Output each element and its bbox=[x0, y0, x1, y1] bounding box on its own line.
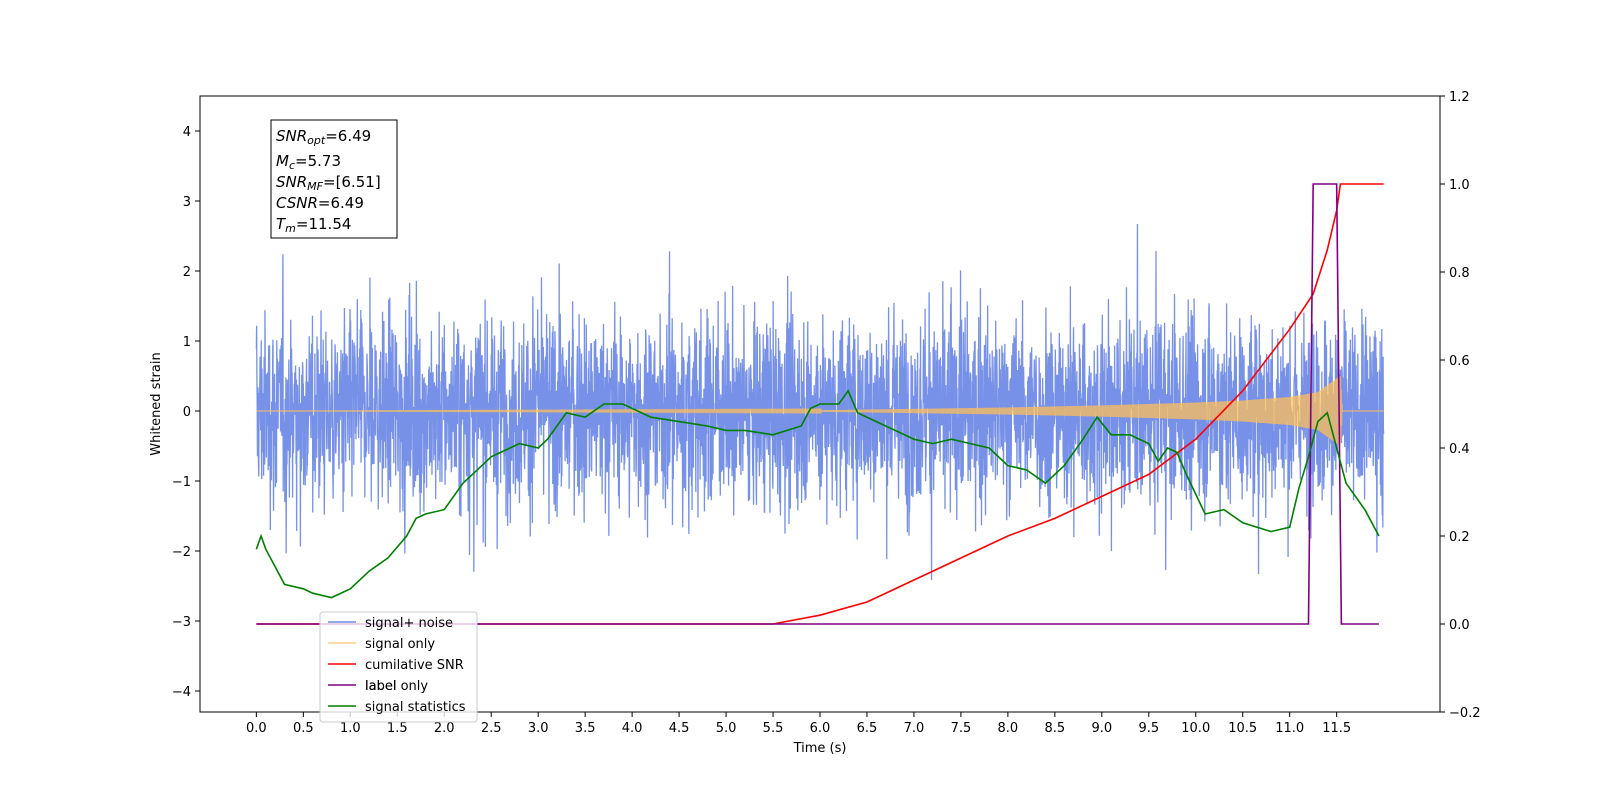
annotation-value: =[6.51] bbox=[323, 173, 381, 191]
legend-items: signal+ noise signal only cumilative SNR la… bbox=[328, 616, 466, 715]
y-tick-label: −2 bbox=[172, 545, 191, 560]
annotation-tm: Tm=11.54 bbox=[276, 215, 351, 235]
y-axis-label: Whitened strain bbox=[149, 352, 164, 455]
axes: 0.0 0.5 1.0 1.5 2.0 2.5 3.0 3.5 4.0 4.5 5.0 5.5 6.0 6… bbox=[172, 90, 1481, 736]
annotation-mc: Mc=5.73 bbox=[276, 152, 341, 172]
x-tick-label: 8.0 bbox=[998, 721, 1019, 736]
y2-tick-label: 1.2 bbox=[1449, 90, 1470, 105]
series-label bbox=[256, 183, 1379, 625]
x-tick-label: 10.0 bbox=[1181, 721, 1210, 736]
series-signal-statistics bbox=[255, 389, 1380, 599]
x-tick-label: 11.5 bbox=[1322, 721, 1351, 736]
annotation-csnr: CSNR=6.49 bbox=[276, 194, 364, 212]
x-axis-label: Time (s) bbox=[793, 741, 847, 756]
y-tick-label: 1 bbox=[183, 335, 191, 350]
x-tick-label: 4.5 bbox=[669, 721, 690, 736]
series-signal-noise bbox=[255, 224, 1385, 581]
y-tick-label: −1 bbox=[172, 475, 191, 490]
y2-tick-label: 1.0 bbox=[1449, 178, 1470, 193]
x-tick-label: 3.0 bbox=[528, 721, 549, 736]
annotation-sub: opt bbox=[307, 134, 326, 147]
annotation-snr-mf: SNRMF=[6.51] bbox=[276, 173, 381, 193]
y2-tick-label: 0.0 bbox=[1449, 618, 1470, 633]
y-tick-label: 4 bbox=[183, 125, 191, 140]
x-tick-label: 6.5 bbox=[857, 721, 878, 736]
annotation-sub: MF bbox=[307, 180, 323, 193]
x-tick-label: 2.0 bbox=[434, 721, 455, 736]
annotation-sub: m bbox=[285, 222, 296, 235]
x-tick-label: 1.0 bbox=[340, 721, 361, 736]
annotation-value: =5.73 bbox=[295, 152, 341, 170]
y-tick-label: −3 bbox=[172, 615, 191, 630]
annotation-box: SNRopt=6.49 Mc=5.73 SNRMF=[6.51] CSNR=6.… bbox=[270, 119, 398, 239]
legend: label only signal+ noise signal only cumil… bbox=[319, 611, 478, 723]
series-signal-only bbox=[256, 376, 1384, 446]
x-tick-label: 0.5 bbox=[293, 721, 314, 736]
annotation-box-frame bbox=[270, 119, 398, 239]
y-tick-label: 2 bbox=[183, 265, 191, 280]
y-tick-label: 0 bbox=[183, 405, 191, 420]
annotation-value: =11.54 bbox=[296, 215, 352, 233]
annotation-sub: c bbox=[289, 159, 295, 172]
y2-tick-label: 0.2 bbox=[1449, 530, 1470, 545]
x-tick-label: 10.5 bbox=[1228, 721, 1257, 736]
legend-frame bbox=[319, 611, 478, 723]
legend-label: signal only bbox=[365, 637, 435, 652]
x-tick-label: 1.5 bbox=[387, 721, 408, 736]
x-tick-label: 0.0 bbox=[246, 721, 267, 736]
y-tick-label: −4 bbox=[172, 685, 191, 700]
y2-tick-label: 0.6 bbox=[1449, 354, 1470, 369]
x-tick-label: 5.5 bbox=[763, 721, 784, 736]
x-tick-label: 5.0 bbox=[716, 721, 737, 736]
series-cumulative-snr bbox=[256, 183, 1384, 625]
x-tick-label: 9.5 bbox=[1138, 721, 1159, 736]
plot-area bbox=[255, 183, 1385, 625]
annotation-base: SNR bbox=[276, 127, 307, 145]
y2-tick-label: 0.8 bbox=[1449, 266, 1470, 281]
annotation-base: SNR bbox=[276, 173, 307, 191]
x-tick-label: 8.5 bbox=[1045, 721, 1066, 736]
annotation-base: T bbox=[276, 215, 287, 233]
annotation-base: M bbox=[276, 152, 289, 170]
legend-label: signal+ noise bbox=[365, 616, 453, 631]
annotation-base: CSNR bbox=[276, 194, 318, 212]
y-tick-label: 3 bbox=[183, 195, 191, 210]
annotation-value: =6.49 bbox=[318, 194, 364, 212]
annotation-snr-opt: SNRopt=6.49 bbox=[276, 127, 371, 147]
legend-label: signal statistics bbox=[365, 700, 466, 715]
x-tick-label: 4.0 bbox=[622, 721, 643, 736]
legend-label: label bbox=[365, 679, 396, 694]
legend-label: cumilative SNR bbox=[365, 658, 464, 673]
legend-hidden-text: label only bbox=[365, 679, 428, 694]
x-tick-label: 11.0 bbox=[1275, 721, 1304, 736]
annotation-value: =6.49 bbox=[325, 127, 371, 145]
x-tick-label: 7.5 bbox=[951, 721, 972, 736]
x-tick-label: 6.0 bbox=[810, 721, 831, 736]
x-tick-label: 9.0 bbox=[1091, 721, 1112, 736]
x-tick-label: 3.5 bbox=[575, 721, 596, 736]
plot-frame bbox=[199, 95, 1441, 713]
y2-tick-label: 0.4 bbox=[1449, 442, 1470, 457]
x-tick-label: 7.0 bbox=[904, 721, 925, 736]
y2-tick-label: −0.2 bbox=[1449, 706, 1481, 721]
x-tick-label: 2.5 bbox=[481, 721, 502, 736]
